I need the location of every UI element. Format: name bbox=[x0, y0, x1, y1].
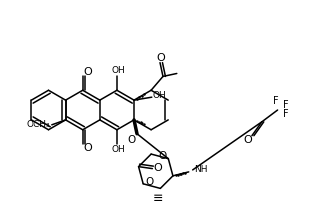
Text: O: O bbox=[145, 177, 153, 187]
Text: OH: OH bbox=[153, 91, 167, 100]
Text: F: F bbox=[273, 96, 279, 106]
Text: O: O bbox=[127, 135, 135, 145]
Text: O: O bbox=[83, 143, 92, 153]
Text: OCH₃: OCH₃ bbox=[26, 120, 50, 129]
Text: ≡: ≡ bbox=[153, 192, 164, 205]
Text: O: O bbox=[153, 163, 162, 173]
Text: O: O bbox=[243, 135, 253, 145]
Text: O: O bbox=[83, 67, 92, 77]
Text: NH: NH bbox=[194, 165, 207, 174]
Text: O: O bbox=[157, 53, 165, 63]
Text: O: O bbox=[158, 151, 167, 161]
Text: OH: OH bbox=[111, 145, 125, 154]
Text: F: F bbox=[283, 100, 288, 110]
Text: F: F bbox=[283, 109, 288, 119]
Text: OH: OH bbox=[111, 66, 125, 75]
